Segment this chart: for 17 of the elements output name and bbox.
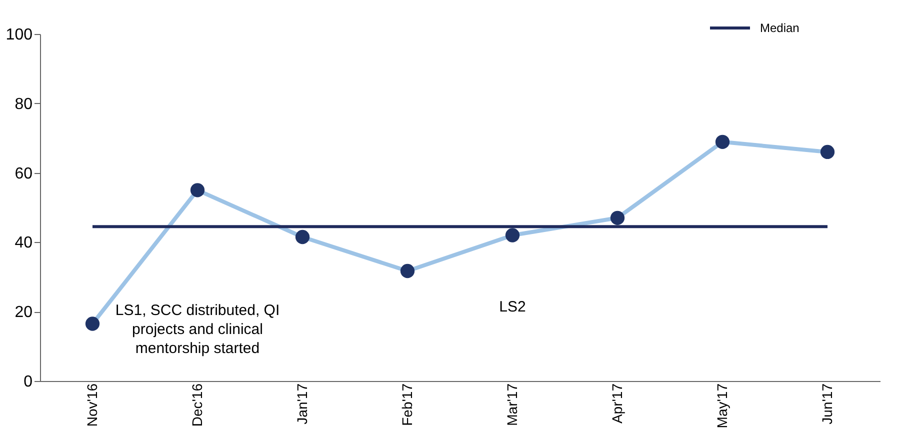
x-tick-label: Apr'17 — [609, 383, 625, 424]
x-tick-label: Feb'17 — [399, 383, 415, 426]
x-tick-label: Jan'17 — [294, 383, 310, 424]
y-tick-label: 60 — [14, 165, 33, 182]
y-tick-label: 40 — [14, 234, 33, 252]
annotation: LS2 — [499, 298, 526, 316]
y-tick-label: 100 — [6, 26, 33, 44]
x-tick-label: May'17 — [714, 383, 730, 428]
x-tick-label: Dec'16 — [189, 383, 205, 427]
y-tick-label: 20 — [14, 304, 33, 322]
x-tick-label: Mar'17 — [504, 383, 520, 426]
x-tick-label: Nov'16 — [84, 383, 100, 427]
annotation: LS1, SCC distributed, QI projects and clinical mentorship started — [115, 302, 280, 357]
x-tick-label: Jun'17 — [819, 383, 835, 424]
y-tick-label: 0 — [24, 374, 33, 390]
y-tick-label: 80 — [14, 96, 33, 113]
legend-label: Median — [760, 21, 800, 35]
